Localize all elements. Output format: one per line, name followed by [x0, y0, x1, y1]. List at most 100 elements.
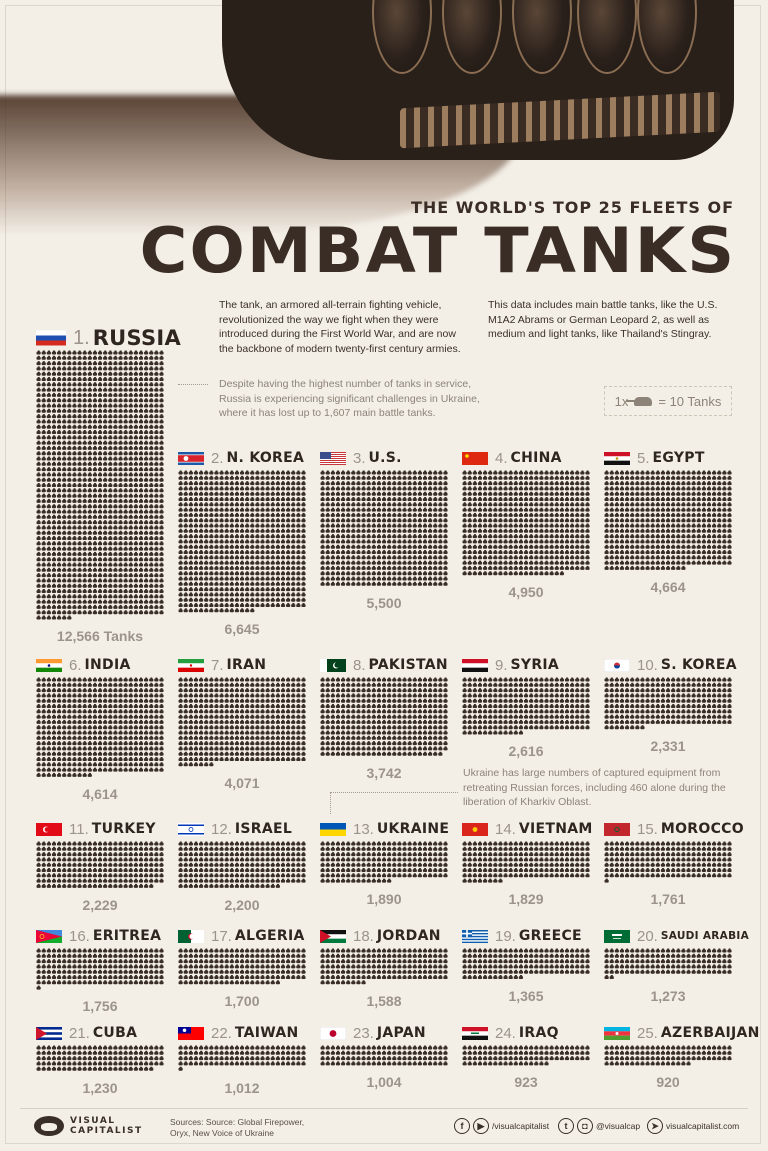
tank-wheel [637, 0, 697, 74]
country-rank: 17. [211, 927, 232, 945]
facebook-youtube-handle[interactable]: /visualcapitalist [492, 1121, 550, 1131]
country-rank: 21. [69, 1024, 90, 1042]
sources-line1: Sources: Source: Global Firepower, [170, 1117, 305, 1127]
tank-icon-grid [604, 841, 732, 883]
country-name: TAIWAN [234, 1025, 299, 1041]
iran-flag-icon [178, 658, 204, 672]
social-twitter-instagram[interactable]: t ◘ @visualcap [558, 1118, 640, 1134]
country-rank: 11. [69, 820, 89, 838]
china-flag-icon [462, 451, 488, 465]
instagram-icon[interactable]: ◘ [577, 1118, 593, 1134]
tank-icon-grid [36, 350, 164, 620]
twitter-icon[interactable]: t [558, 1118, 574, 1134]
country-rank: 12. [211, 820, 232, 838]
social-facebook-youtube[interactable]: f ▶ /visualcapitalist [454, 1118, 549, 1134]
israel-flag-icon [178, 822, 204, 836]
us-flag-icon [320, 451, 346, 465]
footer-divider [20, 1108, 748, 1109]
tank-icon-grid [462, 677, 590, 735]
country-name: EGYPT [652, 450, 705, 466]
country-header: 4. CHINA [462, 450, 597, 467]
country-name: INDIA [84, 657, 131, 673]
tank-count: 4,950 [508, 584, 544, 600]
country-rank: 9. [495, 656, 508, 674]
saudi-flag-icon [604, 929, 630, 943]
country-header: 2. N. KOREA [178, 449, 313, 467]
cursor-icon[interactable]: ➤ [647, 1118, 663, 1134]
tank-icon-grid [36, 948, 164, 990]
tank-count: 1,230 [82, 1079, 118, 1096]
country-rank: 1. [73, 326, 90, 349]
country-header: 12. ISRAEL [178, 820, 313, 838]
russia-flag-icon [36, 330, 66, 346]
tank-count: 1,890 [366, 891, 402, 908]
taiwan-flag-icon [178, 1026, 204, 1040]
country-rank: 7. [211, 656, 224, 674]
country-rank: 15. [637, 820, 658, 838]
country-name: AZERBAIJAN [660, 1025, 760, 1041]
country-rank: 6. [69, 656, 82, 674]
eritrea-flag-icon [36, 929, 62, 943]
country-header: 14. VIETNAM [462, 821, 597, 838]
youtube-icon[interactable]: ▶ [473, 1118, 489, 1134]
country-name: IRAN [226, 657, 267, 673]
tank-count: 3,742 [366, 764, 402, 781]
social-website[interactable]: ➤ visualcapitalist.com [647, 1118, 739, 1134]
country-rank: 8. [353, 656, 366, 674]
tank-icon-grid [36, 1045, 164, 1071]
tank-count: 2,331 [650, 738, 686, 754]
tank-icon-grid [604, 948, 732, 979]
country-iran: 7. IRAN 4,071 [178, 657, 313, 791]
country-greece: 19. GREECE 1,365 [462, 928, 597, 1004]
logo-line1: VISUAL [70, 1116, 116, 1126]
tank-icon-grid [604, 677, 732, 730]
tank-count: 1,004 [366, 1074, 402, 1091]
tank-icon-grid [320, 1045, 448, 1066]
country-header: 10. S. KOREA [603, 656, 739, 674]
country-rank: 20. [637, 927, 658, 945]
greece-flag-icon [462, 929, 488, 943]
country-russia: 1. RUSSIA 12,566 Tanks [36, 326, 181, 644]
country-header: 6. INDIA [36, 656, 171, 674]
country-name: SYRIA [510, 657, 560, 673]
tank-icon-grid [604, 470, 732, 570]
tank-icon-grid [320, 677, 448, 756]
skorea-flag-icon [603, 658, 631, 672]
twitter-instagram-handle[interactable]: @visualcap [596, 1121, 641, 1131]
tank-count: 1,829 [508, 891, 544, 908]
country-egypt: 5. EGYPT 4,664 [604, 450, 739, 595]
country-name: ERITREA [92, 928, 162, 944]
country-rank: 24. [495, 1024, 516, 1042]
country-header: 5. EGYPT [604, 450, 739, 467]
tank-icon-grid [36, 677, 164, 777]
turkey-flag-icon [36, 822, 62, 836]
country-name: CHINA [510, 450, 562, 466]
country-header: 1. RUSSIA [36, 326, 181, 350]
country-rank: 10. [637, 656, 658, 674]
country-name: VIETNAM [518, 821, 593, 837]
country-china: 4. CHINA 4,950 [462, 450, 597, 600]
tank-count: 4,614 [82, 785, 118, 802]
country-azerbaijan: 25. AZERBAIJAN 920 [604, 1025, 759, 1090]
tank-icon-grid [462, 470, 590, 576]
legend: 1x = 10 Tanks [604, 386, 732, 416]
country-name: CUBA [92, 1025, 138, 1041]
website-link[interactable]: visualcapitalist.com [666, 1121, 740, 1131]
legend-suffix: = 10 Tanks [658, 393, 722, 409]
country-rank: 2. [211, 449, 224, 467]
country-name: ALGERIA [234, 928, 305, 944]
tank-icon-grid [178, 677, 306, 767]
country-header: 17. ALGERIA [178, 927, 313, 945]
country-name: MOROCCO [660, 821, 744, 837]
tank-count: 1,761 [650, 891, 686, 908]
facebook-icon[interactable]: f [454, 1118, 470, 1134]
ukraine-note-arrow-h [330, 792, 458, 793]
country-header: 21. CUBA [36, 1024, 171, 1042]
country-name: GREECE [518, 928, 582, 944]
tank-count: 6,645 [224, 621, 260, 638]
country-header: 15. MOROCCO [604, 820, 744, 838]
tank-icon [626, 396, 653, 406]
page-title: COMBAT TANKS [139, 214, 736, 287]
egypt-flag-icon [604, 451, 630, 465]
visual-capitalist-logo[interactable]: VISUAL CAPITALIST [34, 1116, 143, 1136]
